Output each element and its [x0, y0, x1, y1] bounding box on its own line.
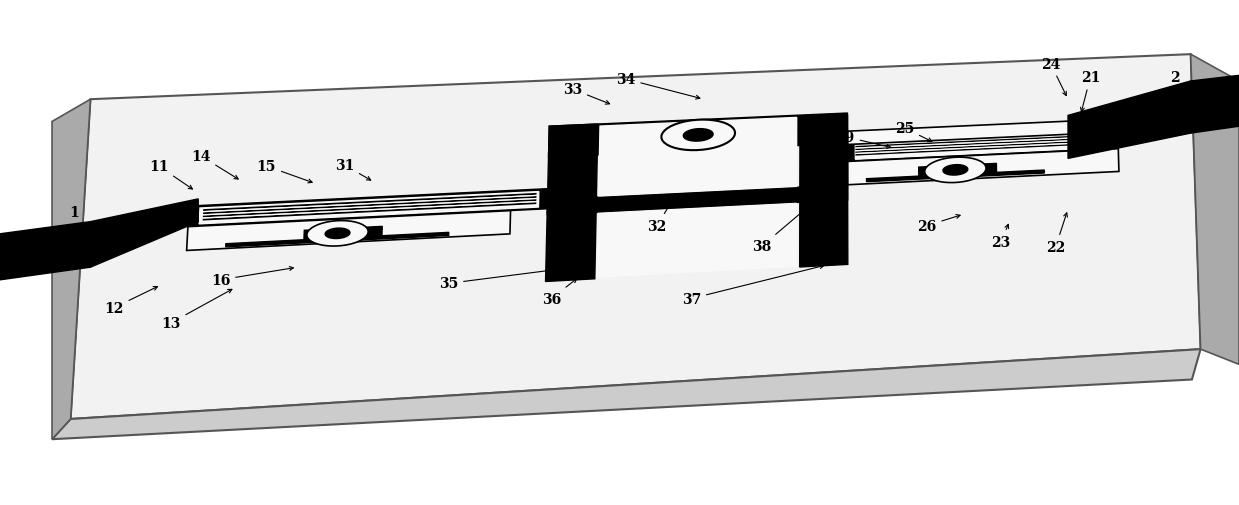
Text: 39: 39	[835, 130, 891, 149]
Polygon shape	[187, 211, 510, 251]
Text: 34: 34	[616, 73, 700, 100]
Polygon shape	[545, 125, 598, 282]
Polygon shape	[203, 199, 536, 218]
Text: 15: 15	[256, 160, 312, 183]
Polygon shape	[304, 227, 383, 240]
Polygon shape	[203, 201, 536, 219]
Polygon shape	[855, 142, 1105, 155]
Polygon shape	[1068, 82, 1191, 159]
Polygon shape	[0, 222, 90, 280]
Polygon shape	[203, 196, 536, 215]
Polygon shape	[203, 203, 536, 221]
Text: 25: 25	[895, 122, 932, 142]
Text: 33: 33	[563, 83, 610, 105]
Polygon shape	[855, 134, 1108, 160]
Polygon shape	[855, 143, 1105, 157]
Text: 14: 14	[191, 149, 238, 180]
Text: 12: 12	[104, 287, 157, 315]
Polygon shape	[855, 136, 1105, 149]
Text: 11: 11	[149, 160, 192, 190]
Polygon shape	[684, 129, 712, 142]
Polygon shape	[847, 149, 1119, 185]
Text: 2: 2	[1170, 71, 1191, 108]
Polygon shape	[203, 193, 536, 212]
Polygon shape	[1191, 75, 1239, 134]
Polygon shape	[71, 55, 1201, 419]
Polygon shape	[847, 120, 1118, 145]
Polygon shape	[855, 138, 1105, 151]
Text: 26: 26	[917, 215, 960, 233]
Polygon shape	[203, 195, 536, 213]
Polygon shape	[1191, 55, 1239, 365]
Text: 36: 36	[541, 279, 576, 306]
Text: 23: 23	[991, 225, 1011, 249]
Polygon shape	[188, 189, 548, 227]
Polygon shape	[943, 166, 968, 176]
Polygon shape	[90, 199, 198, 268]
Text: 32: 32	[647, 194, 676, 233]
Polygon shape	[598, 118, 797, 196]
Text: 38: 38	[752, 193, 825, 254]
Polygon shape	[662, 120, 735, 151]
Polygon shape	[52, 100, 90, 439]
Polygon shape	[326, 229, 349, 239]
Text: 21: 21	[1080, 71, 1100, 112]
Polygon shape	[855, 139, 1105, 152]
Text: 37: 37	[681, 265, 824, 306]
Polygon shape	[855, 135, 1105, 148]
Text: 31: 31	[335, 159, 370, 181]
Polygon shape	[918, 164, 996, 177]
Text: 35: 35	[439, 269, 551, 291]
Polygon shape	[866, 171, 1044, 182]
Polygon shape	[548, 185, 847, 216]
Polygon shape	[199, 192, 539, 224]
Polygon shape	[307, 221, 368, 246]
Polygon shape	[52, 349, 1201, 439]
Polygon shape	[799, 116, 847, 268]
Text: 22: 22	[1046, 214, 1068, 255]
Polygon shape	[847, 132, 1116, 162]
Polygon shape	[597, 204, 797, 278]
Polygon shape	[203, 198, 536, 216]
Text: 1: 1	[69, 205, 88, 229]
Polygon shape	[549, 114, 847, 158]
Polygon shape	[924, 158, 986, 183]
Polygon shape	[225, 233, 449, 247]
Text: 24: 24	[1041, 58, 1067, 96]
Text: 16: 16	[211, 267, 294, 287]
Text: 13: 13	[161, 290, 232, 330]
Polygon shape	[855, 140, 1105, 154]
